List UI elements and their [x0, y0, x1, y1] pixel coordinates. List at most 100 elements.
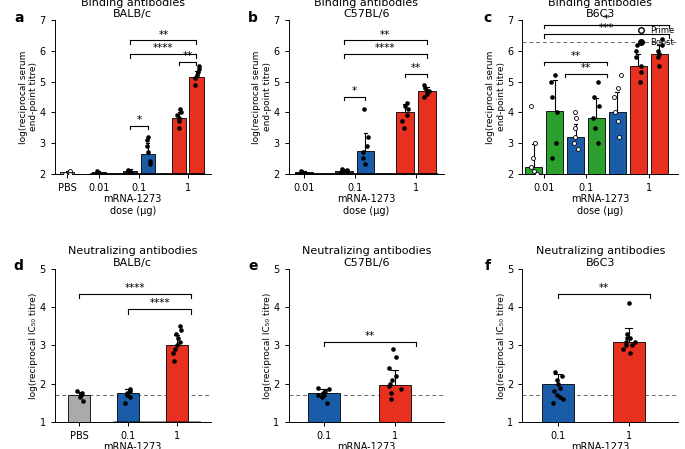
Point — [632, 41, 643, 48]
Point — [526, 102, 537, 110]
Point — [123, 166, 134, 173]
Point — [399, 102, 410, 110]
Point — [623, 299, 634, 307]
Point — [530, 139, 540, 146]
Point — [319, 388, 330, 395]
Point — [142, 136, 153, 143]
Point — [555, 393, 566, 401]
Point — [193, 66, 204, 73]
Point — [615, 72, 626, 79]
Point — [362, 133, 373, 141]
Point — [62, 170, 73, 177]
Point — [91, 171, 102, 178]
Point — [593, 78, 603, 85]
Point — [174, 106, 185, 113]
Point — [357, 149, 368, 156]
Point — [528, 167, 539, 174]
Point — [625, 334, 636, 341]
Point — [173, 118, 184, 125]
Point — [189, 81, 200, 88]
Text: **: ** — [158, 30, 169, 40]
Point — [527, 154, 538, 162]
Point — [419, 81, 429, 88]
Title: Neutralizing antibodies
BALB/c: Neutralizing antibodies BALB/c — [68, 247, 197, 268]
Text: e: e — [248, 260, 258, 273]
Point — [622, 334, 633, 341]
Point — [548, 388, 559, 395]
Text: c: c — [483, 11, 491, 25]
Point — [634, 78, 645, 85]
Point — [620, 338, 631, 345]
Point — [547, 93, 558, 101]
Title: Neutralizing antibodies
B6C3: Neutralizing antibodies B6C3 — [536, 247, 665, 268]
Point — [568, 139, 579, 146]
Point — [74, 393, 85, 401]
Point — [627, 342, 638, 349]
Point — [384, 382, 395, 389]
Point — [297, 171, 308, 178]
Point — [384, 380, 395, 387]
Bar — [612, 342, 645, 422]
Text: **: ** — [571, 51, 581, 61]
Point — [145, 158, 155, 165]
Point — [547, 399, 558, 406]
Point — [588, 93, 599, 101]
Point — [551, 376, 562, 383]
Title: Binding antibodies
C57BL/6: Binding antibodies C57BL/6 — [314, 0, 419, 19]
Point — [424, 87, 435, 94]
Point — [589, 124, 600, 131]
Point — [296, 168, 307, 176]
Point — [622, 330, 633, 338]
Point — [125, 388, 136, 395]
Text: **: ** — [183, 51, 193, 61]
Point — [323, 386, 334, 393]
Point — [531, 170, 542, 177]
Point — [63, 168, 74, 176]
Text: ****: **** — [149, 298, 170, 308]
Point — [77, 397, 88, 405]
Point — [552, 380, 563, 387]
Bar — [92, 172, 106, 174]
Point — [550, 72, 561, 79]
Point — [419, 93, 429, 101]
Text: ****: **** — [153, 44, 174, 53]
Point — [64, 171, 75, 178]
Text: *: * — [604, 14, 609, 24]
X-axis label: mRNA-1273
dose (μg): mRNA-1273 dose (μg) — [103, 442, 162, 449]
Point — [341, 167, 352, 175]
Point — [569, 124, 580, 131]
Bar — [379, 385, 411, 422]
Point — [613, 84, 624, 91]
Text: **: ** — [411, 63, 421, 73]
Y-axis label: log(reciprocal serum
end-point titre): log(reciprocal serum end-point titre) — [253, 50, 272, 144]
Point — [654, 50, 665, 57]
Point — [422, 87, 433, 94]
Y-axis label: log(reciprocal serum
end-point titre): log(reciprocal serum end-point titre) — [18, 50, 38, 144]
Point — [92, 169, 103, 176]
Bar — [172, 119, 186, 174]
X-axis label: mRNA-1273
dose (μg): mRNA-1273 dose (μg) — [571, 194, 630, 216]
Bar — [418, 91, 436, 174]
Point — [341, 166, 352, 173]
Bar — [567, 137, 584, 174]
Point — [570, 133, 581, 141]
Point — [555, 384, 566, 391]
Point — [419, 84, 430, 91]
Point — [610, 109, 621, 116]
Bar — [123, 171, 138, 174]
Bar — [166, 345, 188, 422]
Point — [318, 390, 329, 397]
Point — [657, 41, 668, 48]
Point — [653, 62, 664, 70]
X-axis label: mRNA-1273
dose (μg): mRNA-1273 dose (μg) — [337, 194, 396, 216]
Bar — [189, 77, 203, 174]
Point — [385, 390, 396, 397]
Point — [657, 35, 668, 42]
Y-axis label: log(reciprocal serum
end-point titre): log(reciprocal serum end-point titre) — [486, 50, 506, 144]
Point — [191, 72, 202, 79]
Point — [358, 106, 369, 113]
Point — [386, 376, 397, 383]
X-axis label: mRNA-1273
dose (μg): mRNA-1273 dose (μg) — [337, 442, 396, 449]
Point — [592, 139, 603, 146]
Bar — [68, 395, 90, 422]
